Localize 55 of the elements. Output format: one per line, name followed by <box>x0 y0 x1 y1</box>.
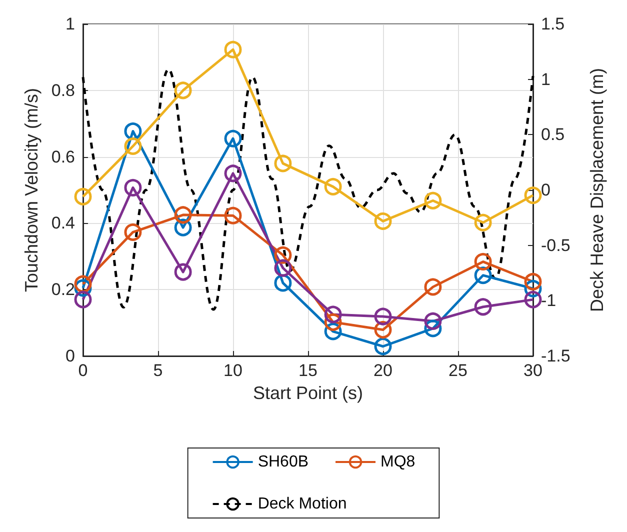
point <box>224 40 242 58</box>
point <box>324 306 342 324</box>
y2-tick-label: 0.5 <box>541 125 565 144</box>
y-tick-label: 0 <box>66 346 75 366</box>
point <box>474 298 492 316</box>
y2-tick-label: -0.5 <box>541 236 570 255</box>
y2-tick-label: -1.5 <box>541 346 570 366</box>
y-tick-label: 0.2 <box>51 280 75 300</box>
legend-label: SH60B <box>258 454 309 470</box>
point <box>424 192 442 210</box>
x-tick-label: 0 <box>78 361 88 380</box>
point <box>174 206 192 224</box>
y-tick-label: 1 <box>66 14 75 34</box>
point <box>224 206 242 224</box>
point <box>74 188 92 206</box>
point <box>374 212 392 230</box>
point <box>274 259 292 277</box>
point <box>524 272 542 290</box>
point <box>174 82 192 100</box>
point <box>374 308 392 326</box>
point <box>124 223 142 241</box>
point <box>424 312 442 330</box>
point <box>224 130 242 148</box>
point <box>74 290 92 308</box>
point <box>224 164 242 182</box>
point <box>124 178 142 196</box>
point <box>474 252 492 270</box>
y-tick-label: 0.4 <box>51 214 75 233</box>
x-tick-label: 25 <box>448 361 468 380</box>
x-axis-title: Start Point (s) <box>252 382 364 403</box>
point <box>274 154 292 172</box>
legend-label: MQ8 <box>380 454 416 470</box>
point <box>524 186 542 204</box>
y2-tick-label: 1.5 <box>541 14 565 34</box>
x-tick-label: 30 <box>524 361 542 380</box>
y2-tick-label: -1 <box>541 291 556 310</box>
y-axis-title: Touchdown Velocity (m/s) <box>21 88 42 292</box>
point <box>524 290 542 308</box>
x-tick-label: 20 <box>374 361 392 380</box>
point <box>124 137 142 155</box>
point <box>474 214 492 232</box>
line-series <box>82 68 534 311</box>
y2-tick-label: 1 <box>541 70 550 89</box>
x-tick-label: 5 <box>153 361 163 380</box>
x-tick-label: 15 <box>298 361 318 380</box>
y2-axis-title: Deck Heave Displacement (m) <box>587 68 607 312</box>
point <box>374 338 392 356</box>
y-tick-label: 0.8 <box>51 80 75 100</box>
point <box>174 263 192 281</box>
x-tick-label: 10 <box>224 361 242 380</box>
point <box>424 278 442 296</box>
legend-label: Deck Motion <box>258 496 347 512</box>
y-tick-label: 0.6 <box>51 147 75 166</box>
y2-tick-label: 0 <box>541 180 550 200</box>
point <box>324 178 342 196</box>
